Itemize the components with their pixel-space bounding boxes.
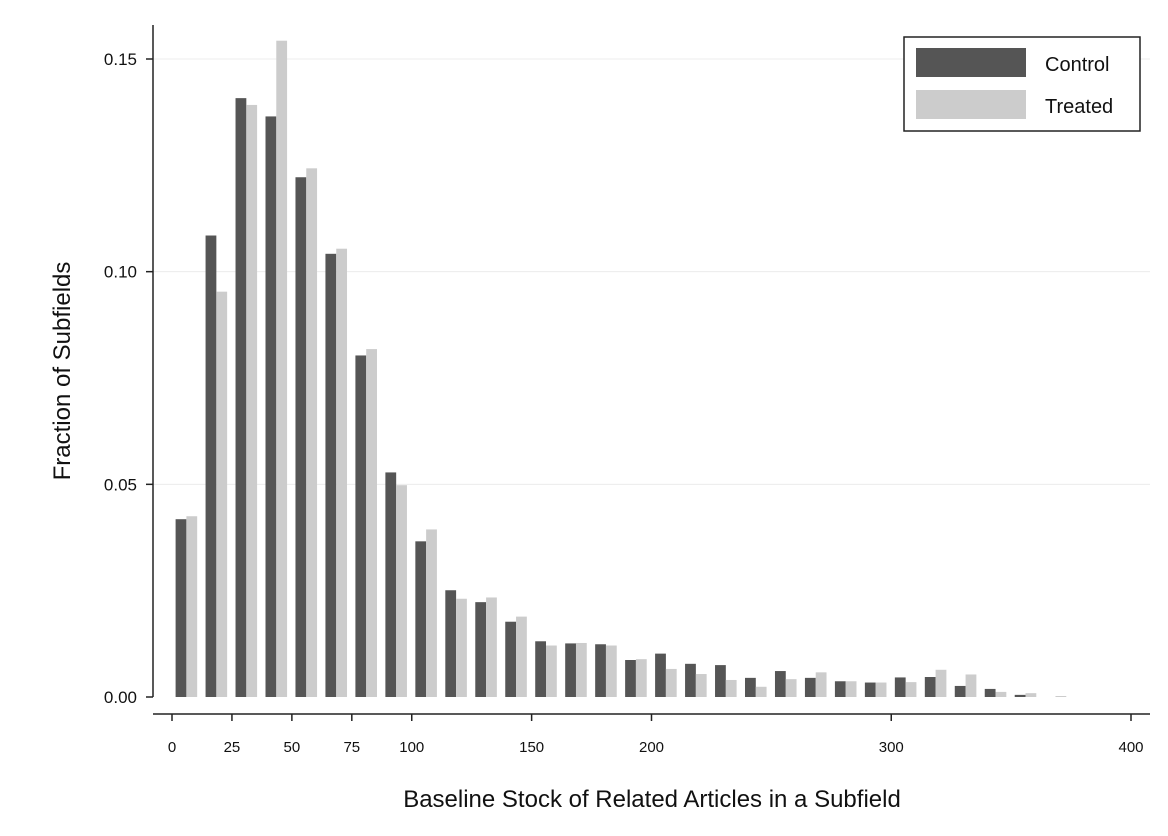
bar-control xyxy=(954,685,966,697)
bar-treated xyxy=(965,674,977,697)
bar-control xyxy=(505,621,517,697)
bar-treated xyxy=(845,681,857,697)
bar-treated xyxy=(396,485,407,697)
bar-treated xyxy=(665,668,677,697)
bar-treated xyxy=(426,529,437,697)
bar-treated xyxy=(605,645,617,697)
legend-swatch-control xyxy=(916,48,1026,77)
x-tick-label: 100 xyxy=(399,739,424,756)
bar-control xyxy=(984,688,996,697)
bar-treated xyxy=(995,691,1007,697)
bar-treated xyxy=(935,669,947,697)
bar-control xyxy=(175,519,187,697)
bar-control xyxy=(655,653,666,697)
y-tick-label: 0.05 xyxy=(104,475,137,494)
bar-control xyxy=(295,177,307,698)
bar-control xyxy=(804,677,816,697)
bar-control xyxy=(535,641,547,697)
bar-control xyxy=(745,677,756,697)
bar-control xyxy=(894,677,906,697)
bar-control xyxy=(475,602,487,697)
x-ticks: 0 25 50 75 100 150 200 300 400 xyxy=(168,714,1144,756)
x-tick-label: 0 xyxy=(168,739,176,756)
bar-treated xyxy=(725,679,737,697)
bar-treated xyxy=(635,659,647,697)
bar-control xyxy=(445,590,457,697)
legend-label-control: Control xyxy=(1045,54,1109,76)
bar-treated xyxy=(755,686,767,697)
bar-control xyxy=(625,660,636,697)
bar-treated xyxy=(336,248,348,697)
bar-treated xyxy=(276,40,288,697)
bar-treated xyxy=(546,645,557,697)
bar-treated xyxy=(366,349,377,697)
x-tick-label: 25 xyxy=(224,739,241,756)
bar-control xyxy=(325,253,337,698)
bar-control xyxy=(834,681,846,697)
bar-control xyxy=(205,235,217,697)
legend-label-treated: Treated xyxy=(1045,96,1113,118)
bar-treated xyxy=(815,672,827,697)
bar-treated xyxy=(695,674,707,697)
y-ticks: 0.00 0.05 0.10 0.15 xyxy=(104,50,153,707)
x-tick-label: 300 xyxy=(879,739,904,756)
bar-treated xyxy=(456,598,467,697)
bar-control xyxy=(265,116,277,698)
bar-control xyxy=(355,355,367,697)
bar-treated xyxy=(1025,693,1037,697)
bar-treated xyxy=(575,642,587,697)
x-axis-title: Baseline Stock of Related Articles in a … xyxy=(403,786,901,813)
bar-control xyxy=(685,663,696,697)
legend: Control Treated xyxy=(903,36,1141,132)
bar-treated xyxy=(905,682,917,697)
bar-treated xyxy=(1055,696,1067,697)
bar-control xyxy=(1014,694,1026,697)
x-tick-label: 150 xyxy=(519,739,544,756)
bar-control xyxy=(235,98,247,697)
bar-treated xyxy=(875,682,887,697)
y-axis-title: Fraction of Subfields xyxy=(49,262,76,481)
bar-treated xyxy=(486,597,497,697)
bars xyxy=(175,40,1067,698)
bar-control xyxy=(924,677,936,697)
bar-control xyxy=(565,643,576,697)
x-tick-label: 75 xyxy=(343,739,360,756)
legend-swatch-treated xyxy=(916,90,1026,119)
bar-control xyxy=(415,541,427,697)
bar-control xyxy=(715,665,726,697)
x-tick-label: 200 xyxy=(639,739,664,756)
y-tick-label: 0.15 xyxy=(104,50,137,69)
y-tick-label: 0.00 xyxy=(104,688,137,707)
y-tick-label: 0.10 xyxy=(104,263,137,282)
bar-treated xyxy=(246,104,258,697)
bar-control xyxy=(774,671,786,697)
bar-control xyxy=(595,644,606,697)
bar-control xyxy=(864,682,876,697)
bar-treated xyxy=(516,616,527,697)
bar-control xyxy=(385,472,397,697)
x-tick-label: 50 xyxy=(284,739,301,756)
bar-treated xyxy=(186,516,198,697)
x-tick-label: 400 xyxy=(1118,739,1143,756)
bar-treated xyxy=(306,168,318,697)
bar-treated xyxy=(216,291,228,697)
bar-treated xyxy=(785,679,797,697)
